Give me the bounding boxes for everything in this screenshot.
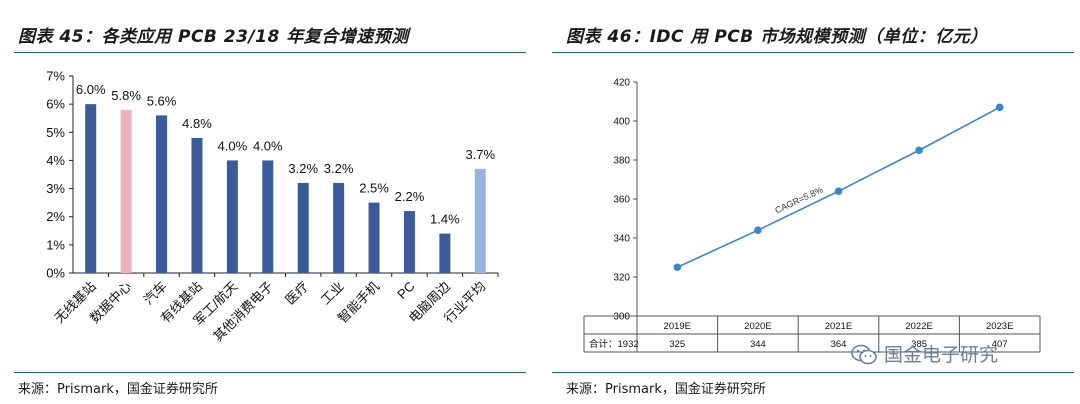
right-panel: 图表 46：IDC 用 PCB 市场规模预测（单位：亿元） 300 320 340 3… bbox=[548, 0, 1080, 404]
y-tick-label: 6% bbox=[46, 97, 65, 112]
figure-46-title: 图表 46：IDC 用 PCB 市场规模预测（单位：亿元） bbox=[566, 27, 988, 47]
y-tick-label: 0% bbox=[46, 266, 65, 281]
bar bbox=[262, 160, 274, 273]
y-tick-label: 360 bbox=[613, 195, 630, 206]
idc-market-line-chart: 300320340360380400420CAGR=5.8%2019E32520… bbox=[583, 78, 1041, 353]
watermark: 国金电子研究 bbox=[850, 340, 998, 367]
wechat-icon bbox=[851, 344, 877, 364]
table-value-cell: 325 bbox=[669, 339, 685, 350]
bar-data-label: 5.8% bbox=[111, 88, 141, 103]
y-tick-label: 3% bbox=[46, 181, 65, 196]
source-rule bbox=[14, 372, 526, 373]
bar-data-label: 4.8% bbox=[182, 116, 212, 131]
table-header-cell: 2019E bbox=[664, 321, 691, 332]
x-category-label: 医疗 bbox=[282, 279, 311, 308]
data-point bbox=[673, 263, 682, 272]
table-value-cell: 344 bbox=[750, 339, 766, 350]
title-rule bbox=[14, 52, 526, 53]
bar-data-label: 6.0% bbox=[76, 82, 106, 97]
figure-46-source: 来源：Prismark，国金证券研究所 bbox=[566, 382, 766, 397]
y-tick-label: 4% bbox=[46, 153, 65, 168]
y-tick-label: 340 bbox=[613, 234, 630, 245]
bar-data-label: 3.7% bbox=[465, 147, 495, 162]
bar-data-label: 2.2% bbox=[395, 189, 425, 204]
bar bbox=[85, 104, 97, 273]
growth-bar-chart: 0%1%2%3%4%5%6%7%6.0%无线基站5.8%数据中心5.6%汽车4.… bbox=[46, 69, 499, 344]
y-tick-label: 7% bbox=[46, 69, 65, 84]
y-tick-label: 380 bbox=[613, 156, 630, 167]
x-category-label: PC bbox=[394, 279, 417, 302]
bar bbox=[368, 202, 380, 273]
series-line bbox=[676, 106, 1001, 268]
x-category-label: 工业 bbox=[318, 279, 347, 308]
x-category-label: 汽车 bbox=[141, 279, 170, 308]
bar bbox=[297, 182, 309, 273]
y-tick-label: 2% bbox=[46, 209, 65, 224]
bar bbox=[156, 115, 168, 274]
bar-data-label: 4.0% bbox=[218, 138, 248, 153]
title-rule bbox=[552, 52, 1074, 53]
data-point bbox=[834, 187, 843, 195]
data-point bbox=[995, 103, 1004, 112]
bar-data-label: 4.0% bbox=[253, 138, 283, 153]
data-point bbox=[915, 146, 923, 155]
left-panel: 图表 45：各类应用 PCB 23/18 年复合增速预测 0% 1% 2% 3% 4% 5… bbox=[0, 0, 530, 404]
bar bbox=[333, 182, 345, 273]
bar bbox=[120, 109, 132, 273]
bar bbox=[474, 168, 486, 273]
y-tick-label: 320 bbox=[613, 273, 630, 284]
table-value-cell: 407 bbox=[992, 339, 1008, 350]
bar bbox=[403, 211, 415, 273]
table-header-cell: 2021E bbox=[825, 321, 852, 332]
bar bbox=[191, 137, 203, 273]
watermark-text: 国金电子研究 bbox=[884, 344, 999, 366]
figure-45-source: 来源：Prismark，国金证券研究所 bbox=[18, 382, 218, 397]
source-rule bbox=[552, 372, 1074, 373]
data-point bbox=[754, 226, 762, 234]
table-header-cell: 2023E bbox=[986, 321, 1013, 332]
bar-data-label: 2.5% bbox=[359, 181, 389, 196]
bar-data-label: 5.6% bbox=[147, 93, 177, 108]
bar bbox=[439, 233, 451, 273]
bar bbox=[226, 160, 238, 273]
y-tick-label: 5% bbox=[46, 125, 65, 140]
table-row-label: 合计：1932 bbox=[589, 338, 639, 350]
y-tick-label: 1% bbox=[46, 237, 65, 252]
y-tick-label: 300 bbox=[613, 312, 630, 323]
table-header-cell: 2020E bbox=[744, 321, 771, 332]
y-tick-label: 420 bbox=[613, 78, 630, 89]
bar-data-label: 3.2% bbox=[288, 161, 318, 176]
bar-data-label: 1.4% bbox=[430, 212, 460, 227]
figure-45-title: 图表 45：各类应用 PCB 23/18 年复合增速预测 bbox=[18, 27, 409, 47]
table-value-cell: 364 bbox=[831, 339, 847, 350]
table-value-cell: 385 bbox=[911, 339, 927, 350]
table-header-cell: 2022E bbox=[905, 321, 932, 332]
bar-data-label: 3.2% bbox=[324, 161, 354, 176]
y-tick-label: 400 bbox=[613, 117, 630, 128]
